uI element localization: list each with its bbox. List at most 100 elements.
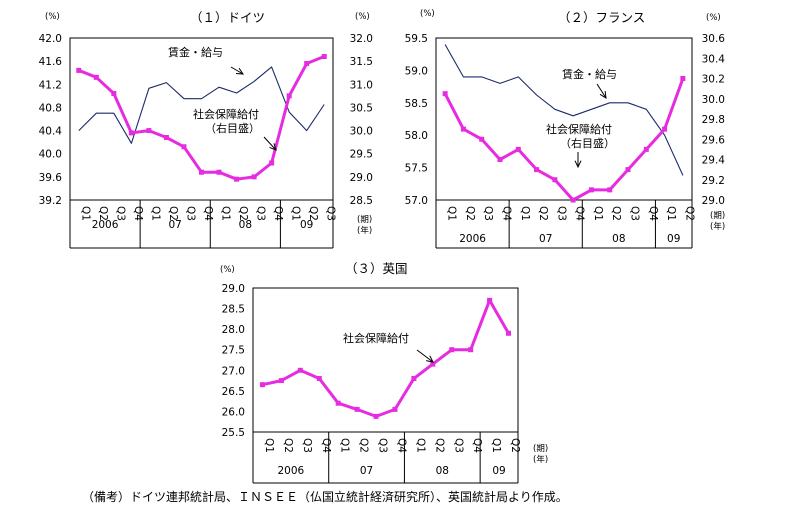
series-point [269,160,275,166]
quarter-label: Q2 [167,206,179,221]
year-label: 08 [239,219,252,231]
annotation-label: 賃金・給与 [562,67,617,81]
period-label: (期) [710,211,725,221]
series-point [430,361,436,367]
right-axis-unit: (%) [355,12,370,22]
series-point [625,167,631,173]
quarter-label: Q2 [433,438,445,453]
series-point [570,197,576,203]
quarter-label: Q1 [592,206,604,221]
year-label: 08 [436,465,449,477]
right-tick-label: 30.2 [702,74,725,86]
series-point [534,167,540,173]
series-line [444,44,684,176]
period-label: (期) [357,215,372,225]
series-point [259,382,265,388]
quarter-label: Q3 [482,206,494,221]
year-label: 09 [492,465,505,477]
quarter-label: Q1 [519,206,531,221]
series-point [442,91,448,97]
quarter-label: Q1 [490,438,502,453]
quarter-label: Q1 [290,206,302,221]
chart-title: （３）英国 [345,261,408,276]
series-point [181,144,187,150]
year-label: 2006 [459,233,486,245]
quarter-label: Q4 [320,438,332,453]
left-tick-label: 59.5 [405,33,428,45]
plot-frame [435,37,693,201]
source-note: （備考）ドイツ連邦統計局、ＩＮＳＥＥ（仏国立統計経済研究所）、英国統計局より作成… [82,490,568,504]
series-point [286,93,292,99]
series-point [321,54,327,60]
series-point [662,126,668,132]
left-tick-label: 26.5 [222,386,245,398]
series-point [216,169,222,175]
annotation-arrow [416,349,434,363]
quarter-label: Q2 [307,206,319,221]
left-axis-unit: (%) [420,9,435,19]
quarter-label: Q3 [452,438,464,453]
series-point [76,67,82,73]
year-label: 09 [300,219,313,231]
quarter-label: Q3 [255,206,267,221]
quarter-label: Q1 [665,206,677,221]
left-tick-label: 26.0 [222,406,245,418]
annotation-label: 社会保障給付 [546,122,612,136]
left-tick-label: 27.0 [222,365,245,377]
series-point [460,126,466,132]
quarter-label: Q3 [325,206,337,221]
quarter-label: Q2 [683,206,695,221]
left-tick-label: 41.2 [39,79,62,91]
year-label: 07 [539,233,552,245]
quarter-label: Q1 [149,206,161,221]
quarter-label: Q1 [263,438,275,453]
quarter-label: Q2 [282,438,294,453]
quarter-label: Q4 [202,206,214,221]
left-tick-label: 58.0 [405,130,428,142]
annotation-arrowhead [235,67,244,75]
year-label: 2006 [92,219,119,231]
series-point [487,297,493,303]
series-line [78,66,325,144]
annotation-label: 社会保障給付 [193,107,259,121]
quarter-label: Q1 [446,206,458,221]
quarter-label: Q4 [471,438,483,453]
left-tick-label: 41.6 [39,56,63,68]
left-axis-unit: (%) [220,265,235,275]
right-tick-label: 31.5 [350,56,373,68]
series-point [588,187,594,193]
quarter-label: Q3 [301,438,313,453]
quarter-label: Q4 [574,206,586,221]
series-point [111,91,117,97]
quarter-label: Q2 [610,206,622,221]
series-line [443,77,685,202]
chart-title: （２）フランス [558,10,645,25]
left-tick-label: 57.5 [405,163,428,175]
right-tick-label: 29.0 [702,195,725,207]
left-tick-label: 40.8 [39,102,62,114]
quarter-label: Q2 [537,206,549,221]
series-point [515,146,521,152]
left-tick-label: 28.0 [222,324,245,336]
series-point [146,128,152,134]
right-tick-label: 28.5 [350,195,373,207]
right-tick-label: 29.5 [350,149,373,161]
series-point [607,187,613,193]
chart-3: （３）英国 (%) 29.0 28.5 28.0 27.5 27.0 26.5 26.0 25.5… [220,261,548,484]
series-point [278,378,284,384]
right-tick-label: 29.2 [702,175,725,187]
right-tick-label: 32.0 [350,33,373,45]
series-line [262,298,510,418]
quarter-label: Q3 [555,206,567,221]
quarter-label: Q4 [395,438,407,453]
quarter-label: Q4 [647,206,659,221]
left-tick-label: 25.5 [222,427,245,439]
right-tick-label: 31.0 [350,79,373,91]
series-point [199,169,204,175]
plot-frame [252,287,519,433]
annotation-arrow [230,66,244,75]
series-point [449,347,455,353]
left-tick-label: 39.6 [39,172,63,184]
left-tick-label: 58.5 [405,98,428,110]
series-point [506,330,512,336]
